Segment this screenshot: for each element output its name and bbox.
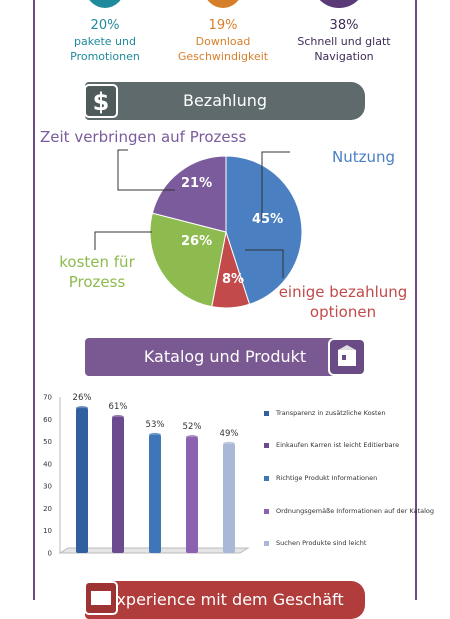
legend-label: Einkaufen Karren ist leicht Editierbare <box>276 441 400 449</box>
bar-cap-2 <box>149 432 161 437</box>
pie-label-line: optionen <box>309 303 377 321</box>
pie-label-optionen: einige bezahlung optionen <box>268 282 418 322</box>
stat-percent: 38% <box>329 18 359 33</box>
pie-chart <box>94 149 303 309</box>
stat-percent: 19% <box>208 18 238 33</box>
stat-label-line: Navigation <box>314 50 374 63</box>
stat-label-line: Promotionen <box>70 50 140 63</box>
legend-item: Transparenz in zusätzliche Kosten <box>264 409 386 417</box>
pie-slice-3 <box>151 155 227 233</box>
bar-2 <box>149 434 161 553</box>
y-tick-label: 30 <box>43 483 52 491</box>
stat-label-line: pakete und <box>74 35 136 48</box>
bar-cap-0 <box>76 406 88 411</box>
bar-value-label: 61% <box>109 402 128 412</box>
bar-value-label: 53% <box>146 420 165 430</box>
legend-item: Suchen Produkte sind leicht <box>264 539 366 547</box>
catalog-title: Katalog und Produkt <box>143 347 307 366</box>
stat-label-line: Download <box>195 35 251 48</box>
bar-1 <box>112 417 124 553</box>
bar-cap-1 <box>112 415 124 420</box>
pie-label-line: kosten für <box>59 253 135 271</box>
frame-right-border <box>415 0 417 600</box>
pie-label-nutzung: Nutzung <box>332 148 396 166</box>
y-tick-label: 20 <box>43 505 52 513</box>
bar-value-label: 52% <box>183 422 202 432</box>
legend-item: Einkaufen Karren ist leicht Editierbare <box>264 441 399 449</box>
legend-swatch <box>264 508 269 514</box>
stat-percent: 20% <box>90 18 120 33</box>
y-tick-label: 50 <box>43 438 52 446</box>
dollar-icon: $ <box>84 84 118 118</box>
leader-zeit <box>117 149 175 191</box>
legend-swatch <box>264 540 269 546</box>
bar-value-label: 49% <box>220 429 239 439</box>
experience-banner: Experience mit dem Geschäft <box>85 581 365 619</box>
pie-label-zeit: Zeit verbringen auf Prozess <box>40 128 247 146</box>
card-icon <box>84 581 118 615</box>
box-icon <box>328 338 366 376</box>
bar-cap-3 <box>186 435 198 440</box>
legend-item: Richtige Produkt Informationen <box>264 474 377 482</box>
frame-left-border <box>33 0 35 600</box>
legend-label: Richtige Produkt Informationen <box>276 474 378 482</box>
legend-swatch <box>264 410 269 416</box>
leader-nutzung <box>261 151 290 222</box>
stat-shape-download <box>204 0 242 8</box>
stat-label-line: Schnell und glatt <box>297 35 391 48</box>
bar-0 <box>76 408 88 553</box>
legend-label: Suchen Produkte sind leicht <box>276 539 367 547</box>
legend-label: Ordnungsgemäße Informationen auf der Kat… <box>276 507 434 515</box>
stat-download: 19% Download Geschwindigkeit <box>158 18 288 64</box>
pie-label-line: einige bezahlung <box>278 283 408 301</box>
bar-chart: 0 10 20 30 40 50 60 70 26% 61% 53% 52% 49% <box>43 393 250 558</box>
legend-label: Transparenz in zusätzliche Kosten <box>276 409 386 417</box>
y-tick-label: 70 <box>43 394 52 402</box>
leader-optionen <box>245 249 284 278</box>
pie-value-zeit: 21% <box>181 176 213 191</box>
legend-item: Ordnungsgemäße Informationen auf der Kat… <box>264 507 434 515</box>
pie-slice-2 <box>149 212 227 308</box>
bar-4 <box>223 443 235 553</box>
experience-title: Experience mit dem Geschäft <box>106 590 344 609</box>
pie-value-optionen: 8% <box>222 272 245 287</box>
catalog-banner: Katalog und Produkt <box>85 338 365 376</box>
payment-title: Bezahlung <box>182 91 268 110</box>
bar-value-label: 26% <box>73 393 92 403</box>
stat-packages: 20% pakete und Promotionen <box>40 18 170 64</box>
y-tick-label: 0 <box>48 550 52 558</box>
pie-label-line: Prozess <box>68 273 126 291</box>
leader-kosten <box>94 231 152 250</box>
stat-shape-packages <box>86 0 124 8</box>
stat-label-line: Geschwindigkeit <box>177 50 269 63</box>
y-tick-label: 40 <box>43 460 52 468</box>
svg-text:$: $ <box>93 88 110 116</box>
payment-banner: Bezahlung <box>85 82 365 120</box>
legend-swatch <box>264 475 269 481</box>
y-tick-label: 60 <box>43 416 52 424</box>
pie-label-kosten: kosten für Prozess <box>52 252 142 292</box>
y-tick-label: 10 <box>43 527 52 535</box>
pie-value-kosten: 26% <box>181 234 213 249</box>
legend-swatch <box>264 442 269 448</box>
stat-navigation: 38% Schnell und glatt Navigation <box>279 18 409 64</box>
stat-shape-navigation <box>312 0 366 8</box>
bar-3 <box>186 437 198 553</box>
pie-value-nutzung: 45% <box>252 212 284 227</box>
bar-cap-4 <box>223 441 235 446</box>
